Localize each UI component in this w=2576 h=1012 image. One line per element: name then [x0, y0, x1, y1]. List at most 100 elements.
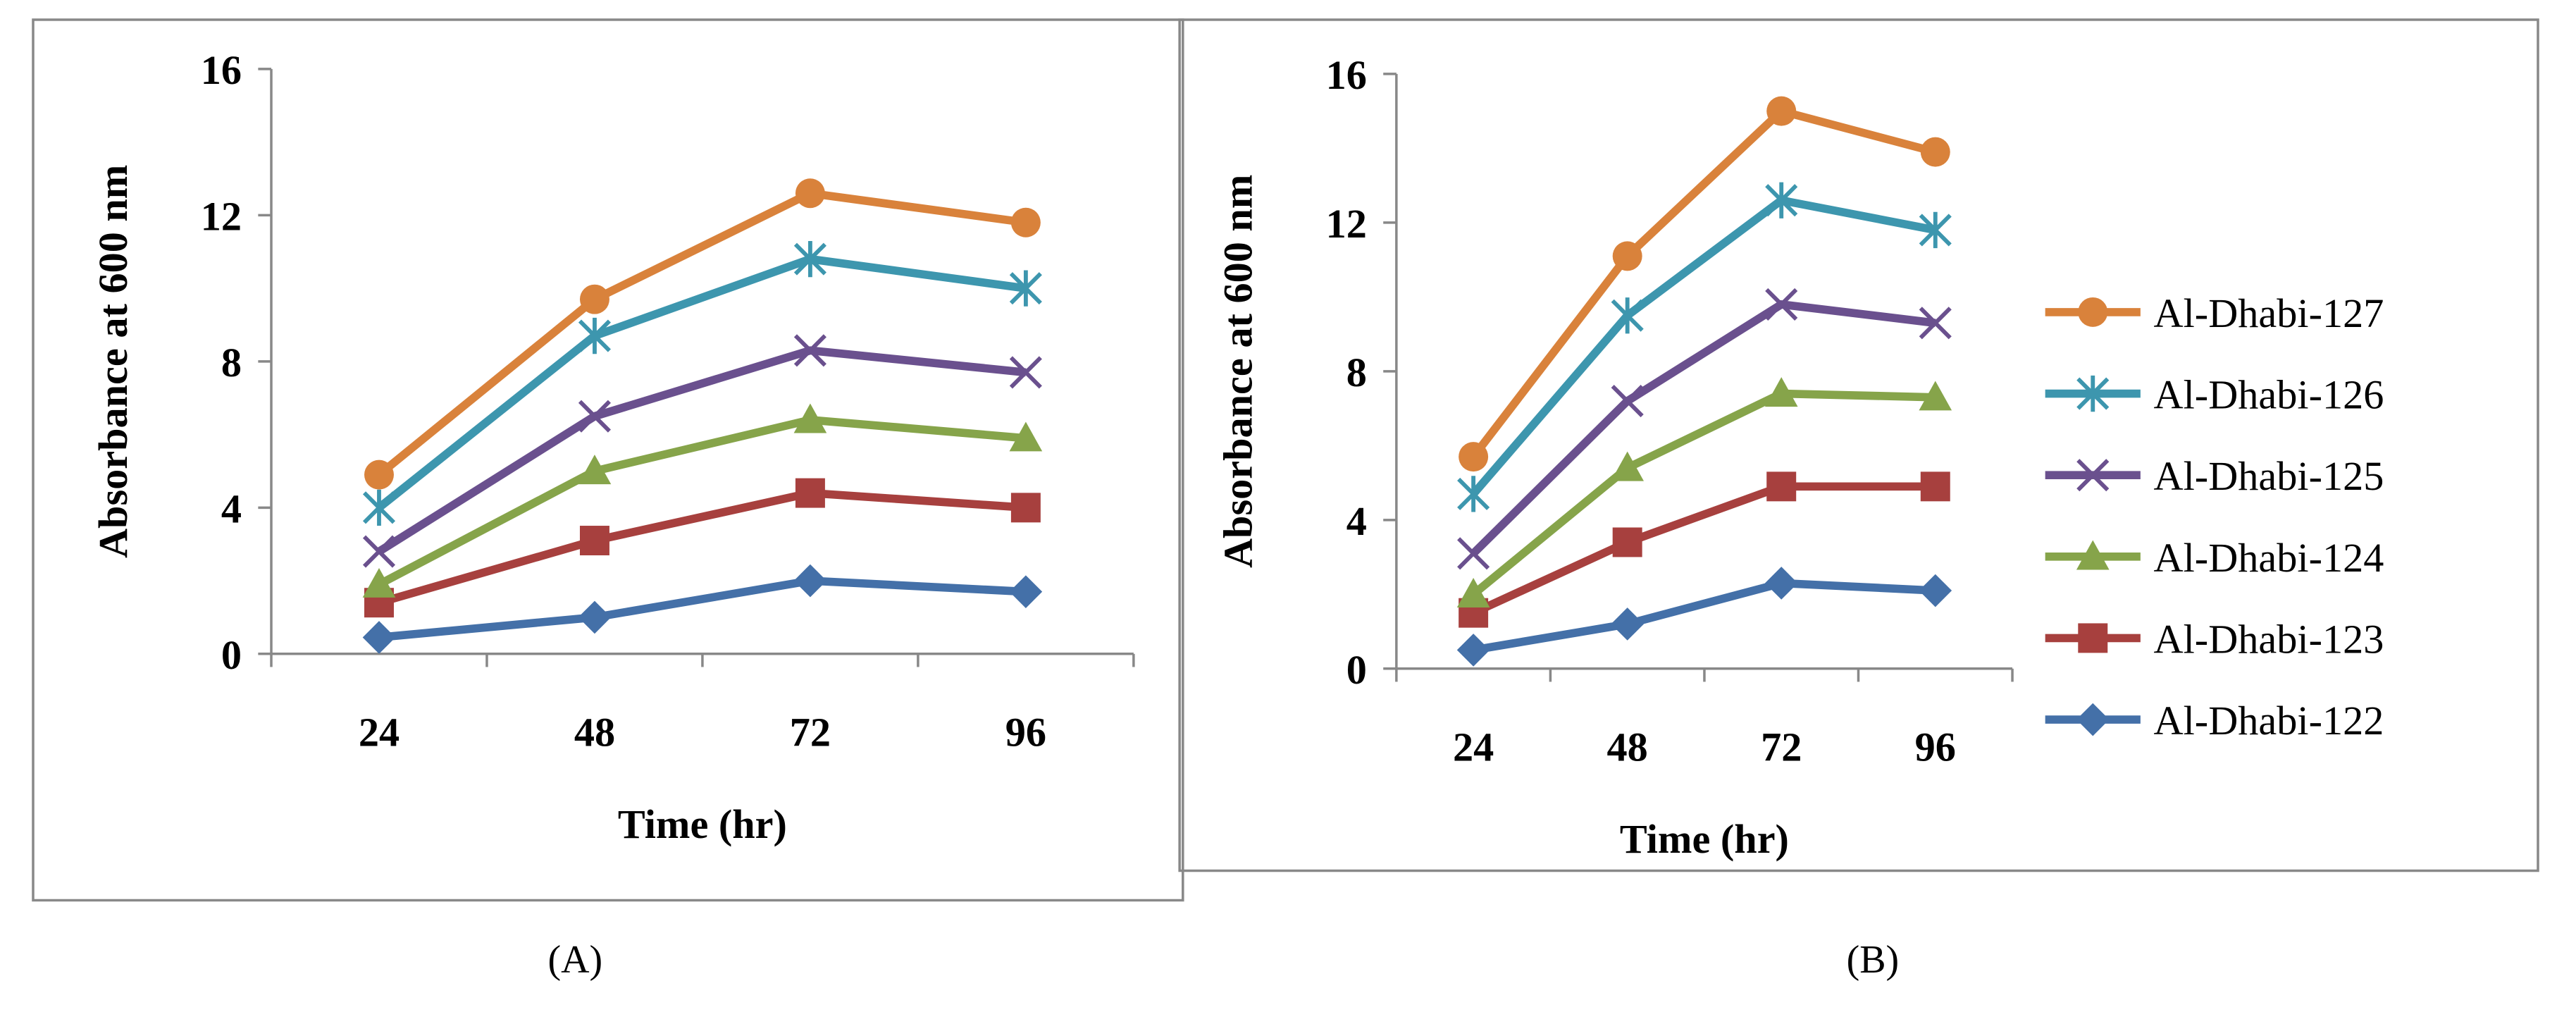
data-point: [1009, 575, 1043, 608]
series-line: [378, 488, 1027, 607]
legend-item: Al-Dhabi-127: [2045, 290, 2384, 336]
series-al-dhabi-124: [362, 403, 1043, 598]
x-tick-label: 24: [1453, 724, 1494, 770]
data-point: [1764, 377, 1798, 407]
data-point: [795, 478, 825, 508]
legend-label: Al-Dhabi-123: [2154, 616, 2384, 662]
legend-item: Al-Dhabi-125: [2045, 453, 2384, 499]
y-tick-label: 4: [1346, 498, 1367, 544]
legend-marker: [2076, 375, 2110, 412]
y-tick-label: 12: [1326, 201, 1367, 247]
series-al-dhabi-123: [364, 478, 1041, 618]
y-axis-label: Absorbance at 600 nm: [1215, 175, 1261, 568]
series-line: [1470, 389, 1936, 598]
legend-label: Al-Dhabi-122: [2154, 698, 2384, 743]
data-point: [578, 317, 611, 354]
legend-label: Al-Dhabi-125: [2154, 453, 2384, 499]
data-point: [578, 455, 612, 485]
series-al-dhabi-124: [1456, 377, 1952, 607]
data-point: [1611, 384, 1644, 418]
data-point: [1611, 607, 1644, 641]
data-point: [579, 526, 609, 555]
data-point: [1010, 207, 1041, 237]
data-point: [793, 240, 826, 278]
x-axis-label: Time (hr): [618, 801, 787, 847]
data-point: [1765, 182, 1798, 218]
legend-marker: [2078, 297, 2108, 327]
data-point: [1920, 471, 1950, 502]
y-tick-label: 8: [221, 340, 242, 385]
data-point: [1009, 270, 1042, 307]
series-line: [376, 346, 1027, 555]
data-point: [1919, 381, 1952, 411]
series-al-dhabi-126: [362, 240, 1042, 526]
legend-label: Al-Dhabi-126: [2154, 372, 2384, 418]
data-point: [1457, 476, 1490, 512]
data-point: [793, 564, 827, 598]
data-point: [362, 621, 396, 654]
data-point: [1459, 442, 1489, 472]
data-point: [1919, 307, 1952, 340]
legend-item: Al-Dhabi-122: [2045, 698, 2384, 743]
y-tick-label: 4: [221, 486, 242, 531]
data-point: [1919, 211, 1952, 249]
series-line: [1471, 482, 1936, 617]
data-point: [362, 535, 396, 568]
x-tick-label: 48: [574, 709, 615, 755]
data-point: [579, 284, 609, 314]
data-point: [793, 403, 827, 433]
y-tick-label: 16: [201, 47, 242, 93]
y-tick-label: 0: [1346, 647, 1367, 693]
data-point: [793, 334, 826, 367]
panel-a-label: (A): [547, 938, 602, 982]
data-point: [1009, 421, 1043, 452]
series-al-dhabi-127: [1459, 96, 1950, 472]
data-point: [362, 489, 396, 526]
data-point: [364, 459, 394, 490]
series-al-dhabi-127: [364, 178, 1041, 490]
x-tick-label: 24: [359, 709, 400, 755]
x-tick-label: 72: [1761, 724, 1802, 770]
series-al-dhabi-125: [1457, 288, 1952, 570]
data-point: [1611, 451, 1644, 481]
series-line: [1470, 300, 1936, 557]
x-tick-label: 48: [1607, 724, 1648, 770]
legend-label: Al-Dhabi-127: [2154, 290, 2384, 336]
data-point: [795, 178, 825, 209]
panel-a-frame: [32, 18, 1184, 902]
y-tick-label: 8: [1346, 350, 1367, 395]
data-point: [1919, 574, 1952, 607]
legend-item: Al-Dhabi-126: [2045, 372, 2384, 418]
panel-b-label: (B): [1847, 938, 1900, 982]
data-point: [1611, 297, 1644, 334]
series-line: [1470, 106, 1937, 459]
data-point: [1766, 471, 1797, 502]
y-axis-label: Absorbance at 600 nm: [90, 165, 136, 558]
y-tick-label: 12: [201, 193, 242, 239]
data-point: [1765, 288, 1798, 321]
series-al-dhabi-125: [362, 334, 1042, 568]
panel-b-frame: [1178, 18, 2539, 872]
series-line: [378, 576, 1027, 642]
series-line: [1473, 579, 1936, 655]
legend-item: Al-Dhabi-123: [2045, 616, 2384, 662]
series-al-dhabi-123: [1459, 471, 1950, 628]
data-point: [1920, 137, 1950, 167]
series-al-dhabi-126: [1457, 182, 1952, 512]
series-line: [1470, 196, 1936, 497]
data-point: [1612, 527, 1642, 557]
x-tick-label: 72: [790, 709, 831, 755]
legend-marker: [2076, 540, 2110, 570]
y-tick-label: 16: [1326, 52, 1367, 98]
y-tick-label: 0: [221, 632, 242, 678]
data-point: [1009, 356, 1042, 389]
data-point: [1764, 567, 1798, 600]
legend-label: Al-Dhabi-124: [2154, 535, 2384, 581]
legend-marker: [2076, 459, 2110, 492]
series-al-dhabi-122: [1456, 567, 1952, 667]
series-line: [376, 254, 1027, 511]
data-point: [1612, 241, 1642, 271]
